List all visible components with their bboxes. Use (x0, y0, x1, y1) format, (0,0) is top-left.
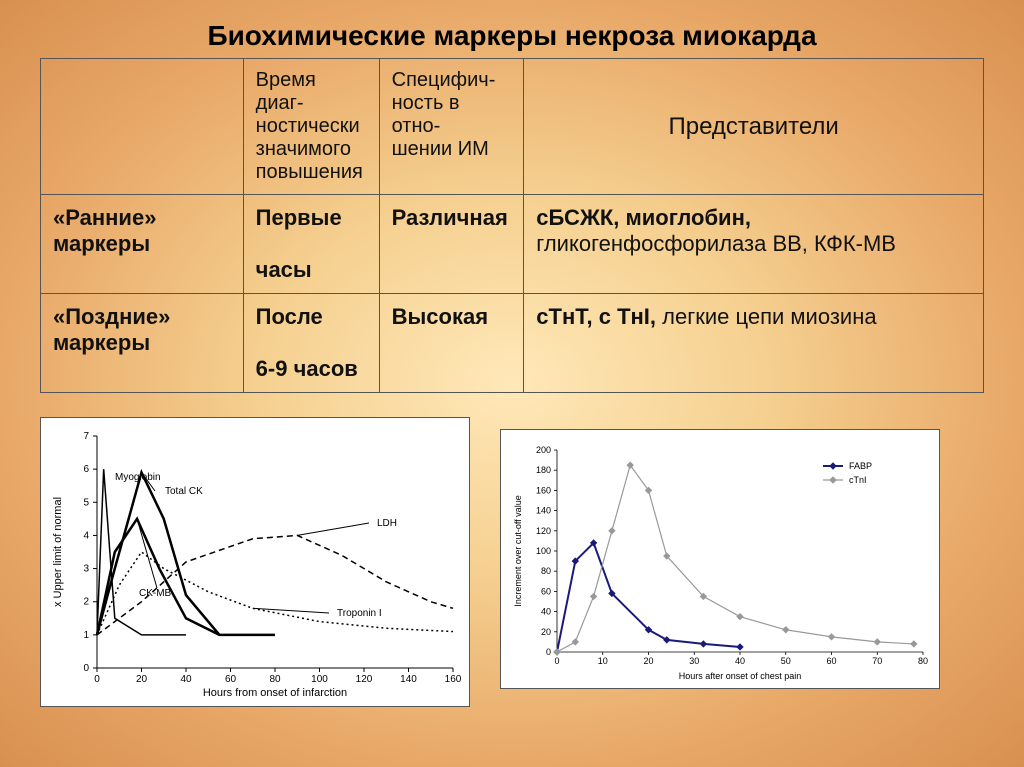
row1-c4b: сТнТ, с ТнI, (536, 304, 656, 329)
row0-c3: Различная (392, 205, 508, 230)
svg-text:20: 20 (541, 627, 551, 637)
svg-text:60: 60 (541, 586, 551, 596)
svg-text:Hours from onset of infarction: Hours from onset of infarction (203, 687, 347, 699)
svg-text:x Upper limit of normal: x Upper limit of normal (52, 497, 64, 607)
svg-text:100: 100 (311, 674, 328, 685)
svg-text:0: 0 (94, 674, 100, 685)
svg-text:160: 160 (536, 485, 551, 495)
svg-text:CK-MB: CK-MB (139, 588, 172, 599)
charts-row: 01234567020406080100120140160Hours from … (40, 417, 984, 707)
hdr-representatives: Представители (524, 59, 984, 195)
table-header-row: Время диаг- ностически значимого повышен… (41, 59, 984, 195)
svg-text:200: 200 (536, 445, 551, 455)
svg-text:70: 70 (872, 656, 882, 666)
svg-text:140: 140 (400, 674, 417, 685)
table-row: «Поздние» маркеры После 6-9 часов Высока… (41, 294, 984, 393)
row0-c4b: сБСЖК, миоглобин, (536, 205, 751, 230)
page-title: Биохимические маркеры некроза миокарда (40, 20, 984, 52)
row1-c1: «Поздние» маркеры (53, 304, 170, 355)
svg-text:6: 6 (83, 464, 89, 475)
svg-text:cTnI: cTnI (849, 475, 867, 485)
svg-text:40: 40 (541, 607, 551, 617)
row0-c4r: гликогенфосфорилаза ВВ, КФК-МВ (536, 231, 896, 256)
svg-text:160: 160 (445, 674, 462, 685)
row0-c2b: Первые (256, 205, 342, 230)
svg-text:120: 120 (356, 674, 373, 685)
chart-enzyme-kinetics: 0 1 2 3 4 5 6 7 0 20 40 60 80 100 120 140 160 Hours from … (40, 417, 470, 707)
svg-text:180: 180 (536, 465, 551, 475)
svg-text:1: 1 (83, 630, 89, 641)
svg-text:20: 20 (643, 656, 653, 666)
svg-text:Hours after onset of chest pai: Hours after onset of chest pain (679, 671, 802, 681)
svg-text:100: 100 (536, 546, 551, 556)
row1-c3: Высокая (392, 304, 488, 329)
chart-fabp-ctnl: 0 20 40 60 80 100 120 140 160 180 200 0 10 20 30 40 50 60… (500, 429, 940, 689)
hdr-specificity: Специфич- ность в отно- шении ИМ (379, 59, 524, 195)
table-row: «Ранние» маркеры Первые часы Различная с… (41, 195, 984, 294)
svg-text:0: 0 (83, 663, 89, 674)
svg-text:Myoglobin: Myoglobin (115, 472, 161, 483)
svg-text:Troponin I: Troponin I (337, 608, 382, 619)
row0-c2r: часы (256, 257, 312, 282)
svg-text:60: 60 (225, 674, 237, 685)
svg-text:Increment over cut-off value: Increment over cut-off value (513, 495, 523, 606)
svg-text:LDH: LDH (377, 518, 397, 529)
svg-text:80: 80 (541, 566, 551, 576)
hdr-time: Время диаг- ностически значимого повышен… (243, 59, 379, 195)
svg-text:30: 30 (689, 656, 699, 666)
svg-text:50: 50 (781, 656, 791, 666)
svg-text:60: 60 (826, 656, 836, 666)
row1-c2r: 6-9 часов (256, 356, 358, 381)
svg-text:FABP: FABP (849, 461, 872, 471)
svg-text:40: 40 (735, 656, 745, 666)
svg-text:10: 10 (598, 656, 608, 666)
row0-c1: «Ранние» маркеры (53, 205, 156, 256)
svg-text:3: 3 (83, 564, 89, 575)
svg-text:40: 40 (180, 674, 192, 685)
hdr-empty (41, 59, 244, 195)
svg-text:80: 80 (269, 674, 281, 685)
svg-text:0: 0 (546, 647, 551, 657)
svg-text:20: 20 (136, 674, 148, 685)
svg-text:5: 5 (83, 497, 89, 508)
svg-text:7: 7 (83, 431, 89, 442)
svg-text:140: 140 (536, 506, 551, 516)
markers-table: Время диаг- ностически значимого повышен… (40, 58, 984, 393)
svg-text:Total CK: Total CK (165, 486, 203, 497)
svg-text:120: 120 (536, 526, 551, 536)
svg-text:4: 4 (83, 530, 89, 541)
svg-text:0: 0 (554, 656, 559, 666)
row1-c2b: После (256, 304, 323, 329)
svg-text:80: 80 (918, 656, 928, 666)
svg-text:2: 2 (83, 597, 89, 608)
row1-c4r: легкие цепи миозина (662, 304, 876, 329)
